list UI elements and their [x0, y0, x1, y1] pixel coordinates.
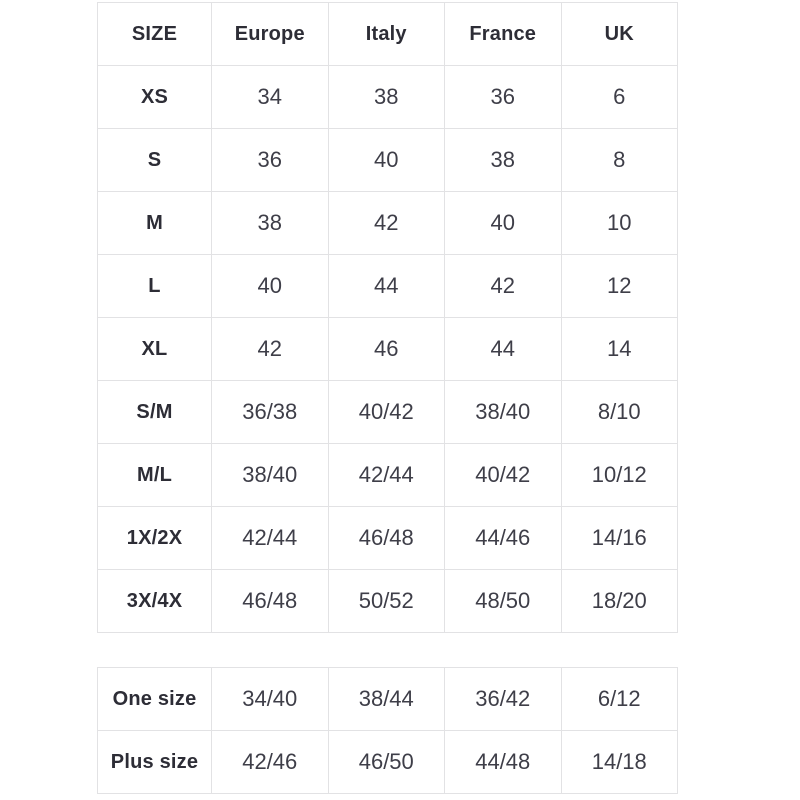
value-cell: 46	[327, 317, 445, 381]
value-cell: 38/40	[444, 380, 562, 444]
value-cell: 36	[211, 128, 329, 192]
value-cell: 14/18	[560, 730, 678, 794]
value-cell: 46/48	[327, 506, 445, 570]
table-row: Plus size 42/46 46/50 44/48 14/18	[97, 730, 678, 794]
table-row: M 38 42 40 10	[97, 191, 678, 255]
size-label-cell: M	[97, 191, 212, 255]
value-cell: 38/44	[327, 667, 445, 731]
value-cell: 50/52	[327, 569, 445, 633]
value-cell: 40	[211, 254, 329, 318]
size-label-cell: L	[97, 254, 212, 318]
table-row: L 40 44 42 12	[97, 254, 678, 318]
size-label-cell: M/L	[97, 443, 212, 507]
value-cell: 42	[444, 254, 562, 318]
value-cell: 40	[444, 191, 562, 255]
table-row: XS 34 38 36 6	[97, 65, 678, 129]
special-sizes-table-container: One size 34/40 38/44 36/42 6/12 Plus siz…	[97, 667, 678, 794]
value-cell: 12	[560, 254, 678, 318]
value-cell: 40	[327, 128, 445, 192]
value-cell: 6/12	[560, 667, 678, 731]
value-cell: 38	[211, 191, 329, 255]
size-label-cell: XS	[97, 65, 212, 129]
value-cell: 8/10	[560, 380, 678, 444]
value-cell: 10/12	[560, 443, 678, 507]
special-sizes-table: One size 34/40 38/44 36/42 6/12 Plus siz…	[97, 667, 678, 794]
value-cell: 6	[560, 65, 678, 129]
size-conversion-table: SIZE Europe Italy France UK XS 34 38 36 …	[97, 2, 678, 633]
value-cell: 40/42	[327, 380, 445, 444]
value-cell: 14/16	[560, 506, 678, 570]
value-cell: 48/50	[444, 569, 562, 633]
header-row: SIZE Europe Italy France UK	[97, 2, 678, 66]
column-header-italy: Italy	[327, 2, 445, 66]
table-row: S 36 40 38 8	[97, 128, 678, 192]
value-cell: 10	[560, 191, 678, 255]
table-row: XL 42 46 44 14	[97, 317, 678, 381]
value-cell: 42/44	[211, 506, 329, 570]
column-header-uk: UK	[560, 2, 678, 66]
value-cell: 40/42	[444, 443, 562, 507]
value-cell: 38	[444, 128, 562, 192]
column-header-size: SIZE	[97, 2, 212, 66]
value-cell: 42	[327, 191, 445, 255]
value-cell: 36/42	[444, 667, 562, 731]
column-header-france: France	[444, 2, 562, 66]
value-cell: 42	[211, 317, 329, 381]
table-row: M/L 38/40 42/44 40/42 10/12	[97, 443, 678, 507]
value-cell: 42/44	[327, 443, 445, 507]
value-cell: 36/38	[211, 380, 329, 444]
value-cell: 34	[211, 65, 329, 129]
value-cell: 14	[560, 317, 678, 381]
value-cell: 34/40	[211, 667, 329, 731]
table-row: 1X/2X 42/44 46/48 44/46 14/16	[97, 506, 678, 570]
table-row: S/M 36/38 40/42 38/40 8/10	[97, 380, 678, 444]
table-row: 3X/4X 46/48 50/52 48/50 18/20	[97, 569, 678, 633]
value-cell: 8	[560, 128, 678, 192]
size-conversion-table-container: SIZE Europe Italy France UK XS 34 38 36 …	[97, 2, 678, 633]
size-label-cell: Plus size	[97, 730, 212, 794]
value-cell: 44	[444, 317, 562, 381]
size-label-cell: XL	[97, 317, 212, 381]
column-header-europe: Europe	[211, 2, 329, 66]
size-label-cell: S	[97, 128, 212, 192]
value-cell: 42/46	[211, 730, 329, 794]
value-cell: 46/50	[327, 730, 445, 794]
value-cell: 44/48	[444, 730, 562, 794]
value-cell: 18/20	[560, 569, 678, 633]
value-cell: 44/46	[444, 506, 562, 570]
value-cell: 36	[444, 65, 562, 129]
value-cell: 38	[327, 65, 445, 129]
value-cell: 44	[327, 254, 445, 318]
value-cell: 46/48	[211, 569, 329, 633]
size-label-cell: One size	[97, 667, 212, 731]
size-label-cell: S/M	[97, 380, 212, 444]
value-cell: 38/40	[211, 443, 329, 507]
table-row: One size 34/40 38/44 36/42 6/12	[97, 667, 678, 731]
size-label-cell: 1X/2X	[97, 506, 212, 570]
size-label-cell: 3X/4X	[97, 569, 212, 633]
